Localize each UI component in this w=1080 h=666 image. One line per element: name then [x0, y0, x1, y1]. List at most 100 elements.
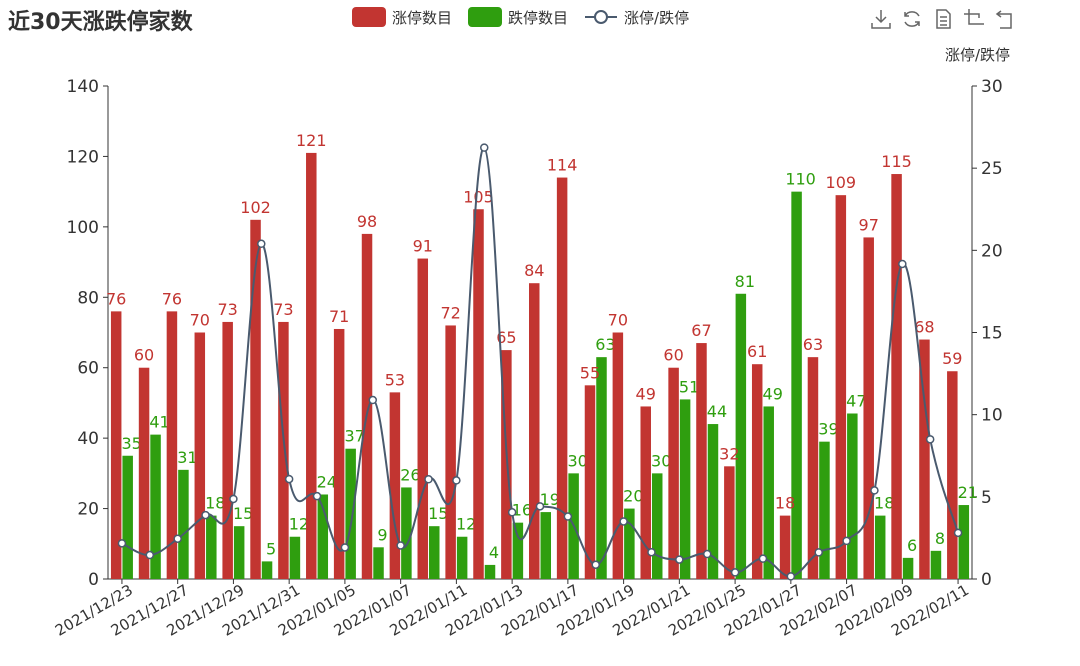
- bar-limit-up: [612, 332, 624, 579]
- bar-limit-up: [166, 311, 178, 579]
- y-left-tick-label: 80: [77, 288, 99, 308]
- ratio-point: [284, 474, 294, 484]
- bar-label-limit-down: 24: [317, 472, 337, 491]
- y-left-tick-label: 40: [77, 429, 99, 449]
- bar-label-limit-up: 60: [134, 346, 154, 365]
- bar-limit-down: [345, 448, 356, 579]
- bar-limit-down: [261, 561, 273, 579]
- bar-limit-down: [596, 357, 607, 579]
- y-right-tick-label: 5: [981, 488, 992, 508]
- bar-limit-up: [947, 371, 958, 579]
- bar-label-limit-down: 12: [289, 515, 309, 534]
- bar-limit-up: [278, 321, 289, 579]
- bar-limit-down: [763, 406, 774, 579]
- bar-label-limit-down: 44: [707, 402, 727, 421]
- bar-label-limit-up: 76: [162, 289, 182, 308]
- bar-label-limit-down: 12: [456, 515, 476, 534]
- bar-label-limit-up: 97: [859, 215, 879, 234]
- bar-label-limit-down: 49: [763, 384, 783, 403]
- bar-limit-down: [902, 557, 914, 579]
- y-left-tick-label: 60: [77, 359, 99, 379]
- legend-item-ratio[interactable]: 涨停/跌停: [584, 7, 689, 28]
- y-right-tick-label: 25: [981, 159, 1003, 179]
- legend-label-limit-up: 涨停数目: [392, 8, 453, 27]
- ratio-point: [173, 534, 182, 543]
- bar-limit-up: [417, 258, 429, 579]
- bar-limit-down: [233, 526, 245, 579]
- ratio-point: [786, 572, 796, 581]
- bar-limit-down: [317, 494, 329, 579]
- ratio-point: [870, 486, 879, 495]
- ratio-point: [424, 474, 433, 484]
- bar-limit-up: [891, 174, 902, 580]
- bar-limit-down: [206, 515, 217, 579]
- legend-item-limit-up[interactable]: 涨停数目: [352, 7, 452, 28]
- legend-swatch-limit-down: [468, 7, 503, 27]
- bar-label-limit-up: 70: [190, 311, 210, 330]
- bar-limit-up: [473, 209, 484, 579]
- bar-label-limit-down: 30: [567, 451, 587, 470]
- bar-limit-down: [150, 434, 161, 579]
- ratio-point: [953, 528, 963, 538]
- bar-limit-up: [529, 283, 540, 579]
- bar-label-limit-down: 63: [595, 335, 615, 354]
- bar-label-limit-up: 115: [881, 152, 912, 171]
- bar-limit-up: [110, 311, 122, 579]
- bar-label-limit-down: 30: [651, 451, 671, 470]
- bar-limit-up: [250, 219, 261, 580]
- bar-limit-up: [668, 367, 679, 579]
- bar-label-limit-down: 47: [846, 391, 866, 410]
- bar-limit-up: [779, 515, 791, 579]
- bar-limit-down: [819, 441, 830, 579]
- bar-label-limit-down: 18: [205, 494, 225, 513]
- bar-label-limit-down: 21: [958, 483, 978, 502]
- bar-label-limit-up: 91: [413, 237, 433, 256]
- bar-limit-down: [178, 469, 189, 579]
- zoom-icon[interactable]: [963, 8, 985, 30]
- bar-label-limit-down: 6: [907, 536, 917, 555]
- ratio-point: [675, 555, 684, 564]
- bar-label-limit-down: 16: [512, 501, 532, 520]
- data-view-icon[interactable]: [932, 8, 954, 30]
- bar-label-limit-down: 31: [177, 448, 197, 467]
- bar-label-limit-down: 81: [735, 272, 755, 291]
- legend-item-limit-down[interactable]: 跌停数目: [468, 7, 568, 28]
- bar-label-limit-up: 55: [580, 363, 600, 382]
- bar-limit-down: [847, 413, 858, 579]
- bar-limit-up: [696, 343, 707, 579]
- ratio-point: [702, 549, 712, 559]
- bar-limit-up: [445, 325, 456, 579]
- bar-limit-down: [429, 526, 440, 579]
- bar-limit-up: [138, 367, 150, 579]
- ratio-point: [229, 494, 238, 504]
- zoom-reset-icon[interactable]: [994, 8, 1016, 30]
- bar-limit-up: [222, 321, 233, 579]
- bar-label-limit-up: 68: [914, 318, 934, 337]
- bar-limit-down: [679, 399, 691, 579]
- y-left-tick-label: 120: [67, 147, 99, 167]
- bar-limit-down: [707, 424, 719, 579]
- bar-limit-down: [930, 550, 942, 579]
- y-right-tick-label: 30: [981, 77, 1003, 97]
- bar-label-limit-up: 71: [329, 307, 349, 326]
- bar-label-limit-down: 19: [540, 490, 560, 509]
- y-right-tick-label: 20: [981, 241, 1003, 261]
- ratio-point: [452, 476, 461, 485]
- ratio-point: [257, 239, 266, 249]
- ratio-line: [121, 146, 960, 578]
- bar-limit-up: [835, 195, 847, 579]
- bar-limit-up: [751, 364, 763, 579]
- bar-label-limit-up: 109: [826, 173, 857, 192]
- bar-label-limit-up: 73: [217, 300, 237, 319]
- bar-label-limit-up: 60: [663, 346, 683, 365]
- y-left-tick-label: 20: [77, 500, 99, 520]
- bar-label-limit-down: 15: [428, 504, 448, 523]
- bar-limit-up: [863, 237, 874, 579]
- bar-label-limit-up: 76: [106, 289, 126, 308]
- y-axis-right-name: 涨停/跌停: [945, 46, 1010, 64]
- bar-limit-up: [501, 350, 512, 579]
- refresh-icon[interactable]: [901, 8, 923, 30]
- ratio-point: [730, 568, 740, 577]
- bar-label-limit-up: 72: [440, 303, 460, 322]
- download-icon[interactable]: [870, 8, 892, 30]
